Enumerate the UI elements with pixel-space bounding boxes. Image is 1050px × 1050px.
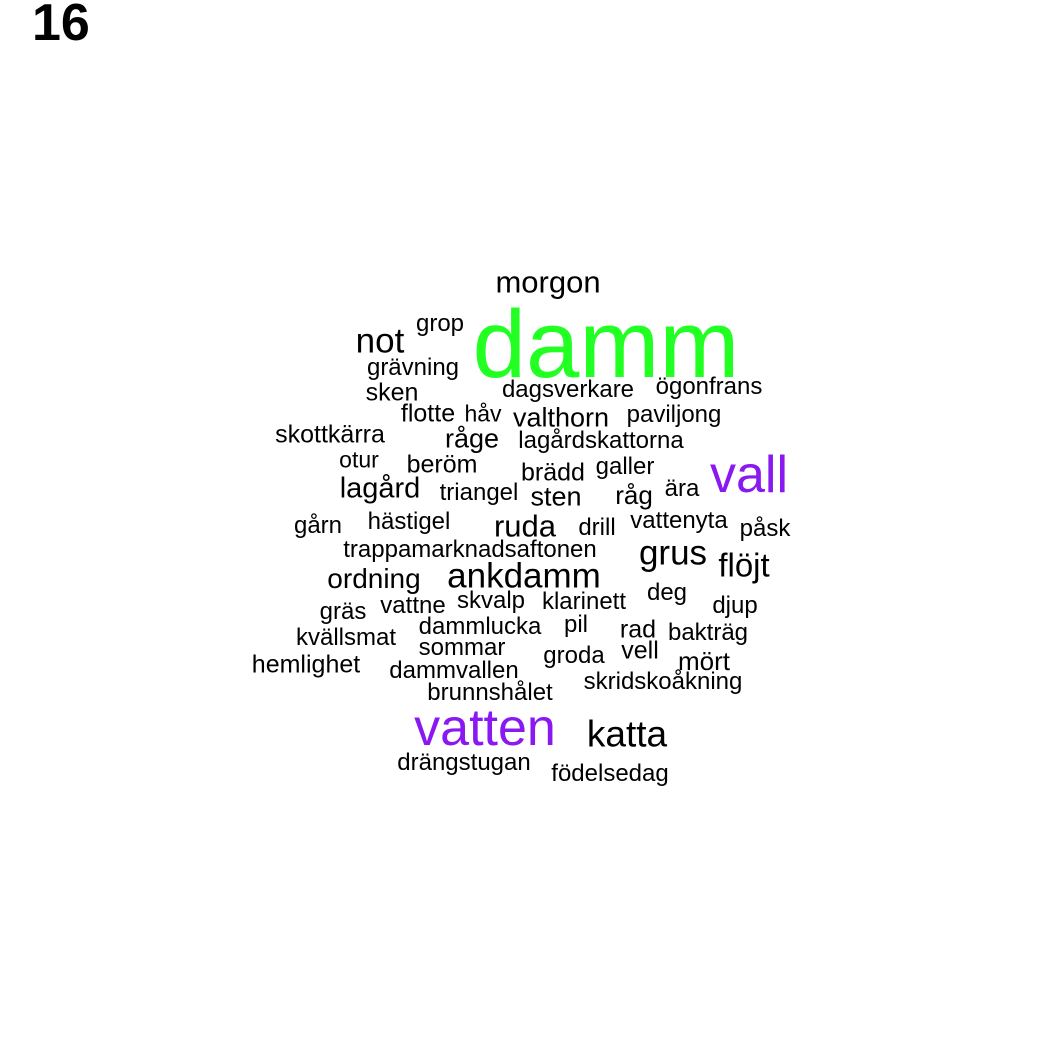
word-valthorn: valthorn [512,402,610,433]
word-baktrag: bakträg [667,619,749,646]
word-vell: vell [621,636,659,665]
word-vattenyta: vattenyta [630,507,728,534]
word-ara: ära [664,475,700,502]
word-damm: damm [472,291,740,398]
panel-label: 16 [32,0,90,52]
word-flojt: flöjt [718,546,770,584]
word-pil: pil [563,611,589,638]
word-vattne: vattne [380,592,446,619]
word-brunnshalet: brunnshålet [427,679,553,706]
word-triangel: triangel [439,479,519,506]
word-skottkarra: skottkärra [275,420,385,449]
word-grus: grus [638,533,708,573]
word-rag: råg [615,480,653,510]
word-katta: katta [586,713,668,755]
word-gras: gräs [319,598,367,625]
word-vall: vall [709,446,789,504]
word-hastigel: hästigel [367,508,451,535]
word-galler: galler [595,453,655,480]
word-hemlighet: hemlighet [251,650,361,679]
word-garn: gårn [293,512,343,539]
word-dammvallen: dammvallen [389,657,519,684]
word-lagardskattorna: lagårdskattorna [518,427,684,454]
word-dammlucka: dammlucka [418,613,542,640]
word-skridskoakning: skridskoåkning [583,668,743,695]
word-drill: drill [578,514,616,541]
word-gravning: grävning [366,354,460,381]
word-ankdamm: ankdamm [447,556,601,596]
word-flotte: flotte [400,399,456,428]
word-sten: sten [530,481,582,512]
word-mort: mört [678,646,730,676]
word-rage: råge [444,423,500,454]
word-drangstugan: drängstugan [397,749,531,776]
word-ordning: ordning [327,563,421,594]
word-fodelsedag: födelsedag [551,760,669,787]
word-hav: håv [464,400,502,427]
word-skvalp: skvalp [456,587,526,614]
word-ogonfrans: ögonfrans [655,373,763,400]
word-lagard: lagård [339,472,421,505]
word-djup: djup [712,592,758,619]
word-ruda: ruda [493,508,557,544]
word-sommar: sommar [418,634,506,661]
word-sken: sken [365,378,419,407]
word-rad: rad [619,615,657,644]
word-otur: otur [339,446,379,473]
word-klarinett: klarinett [541,588,627,615]
word-not: not [355,321,405,361]
word-morgon: morgon [495,264,601,300]
word-bradd: brädd [521,458,585,487]
word-vatten: vatten [414,699,556,757]
word-groda: groda [543,642,605,669]
word-paviljong: paviljong [626,401,722,428]
word-deg: deg [646,579,688,606]
word-dagsverkare: dagsverkare [501,376,635,403]
word-pask: påsk [739,515,791,542]
word-berom: beröm [406,450,478,479]
word-grop: grop [415,310,465,337]
word-trappamarknadsaftonen: trappamarknadsaftonen [343,536,597,563]
word-kvallsmat: kvällsmat [295,624,397,651]
